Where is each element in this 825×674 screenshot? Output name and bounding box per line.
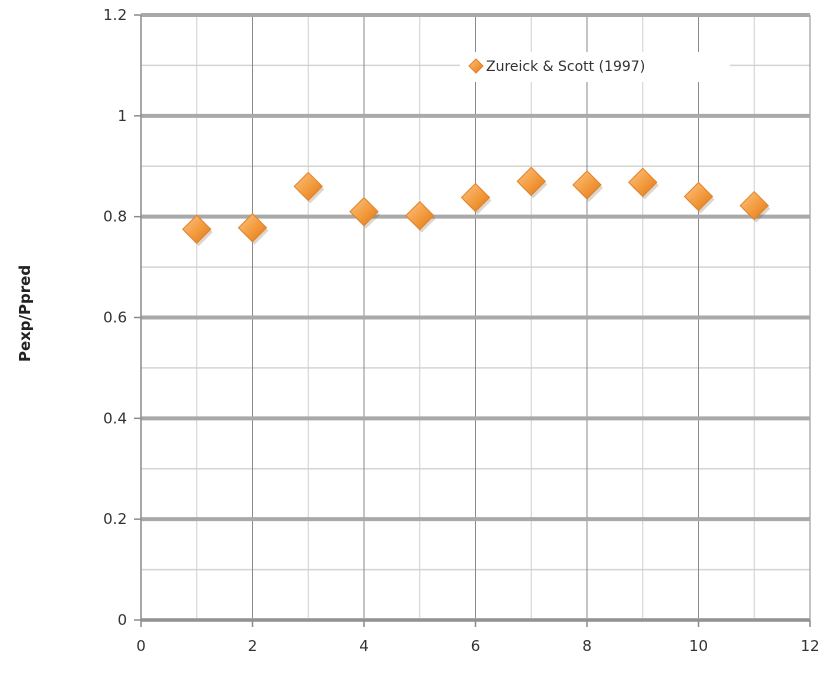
data-point — [405, 200, 435, 231]
y-tick-label: 0.8 — [103, 208, 127, 226]
y-tick-label: 0.2 — [103, 510, 127, 528]
data-point — [572, 170, 602, 200]
x-tick-label: 10 — [689, 637, 708, 655]
data-point — [293, 171, 323, 202]
data-point — [237, 213, 268, 243]
data-point — [349, 196, 379, 227]
x-tick-label: 8 — [582, 637, 592, 655]
legend: Zureick & Scott (1997) — [460, 52, 730, 82]
x-tick-label: 6 — [471, 637, 481, 655]
legend-label: Zureick & Scott (1997) — [486, 59, 645, 75]
grid — [140, 13, 811, 622]
x-tick-label: 2 — [248, 637, 258, 655]
y-tick-label: 0 — [117, 611, 127, 629]
legend-marker — [468, 58, 484, 74]
data-point — [683, 181, 714, 212]
axes: 0 0.2 0.4 0.6 0.8 1 1.2 0 2 4 6 8 10 12 Pexp/Ppred — [16, 6, 820, 655]
legend-box — [460, 52, 730, 82]
data-point — [739, 190, 769, 221]
x-tick-label: 12 — [800, 637, 819, 655]
data-point — [628, 167, 658, 198]
x-tick-label: 4 — [359, 637, 369, 655]
y-tick-label: 0.4 — [103, 409, 127, 427]
data-point — [182, 214, 212, 244]
y-axis-title: Pexp/Ppred — [16, 265, 34, 362]
y-tick-label: 1.2 — [103, 6, 127, 24]
data-point — [460, 182, 491, 213]
data-points — [182, 166, 771, 247]
y-tick-label: 1 — [117, 107, 127, 125]
data-point — [516, 166, 546, 197]
x-tick-label: 0 — [136, 637, 146, 655]
y-tick-label: 0.6 — [103, 309, 127, 327]
